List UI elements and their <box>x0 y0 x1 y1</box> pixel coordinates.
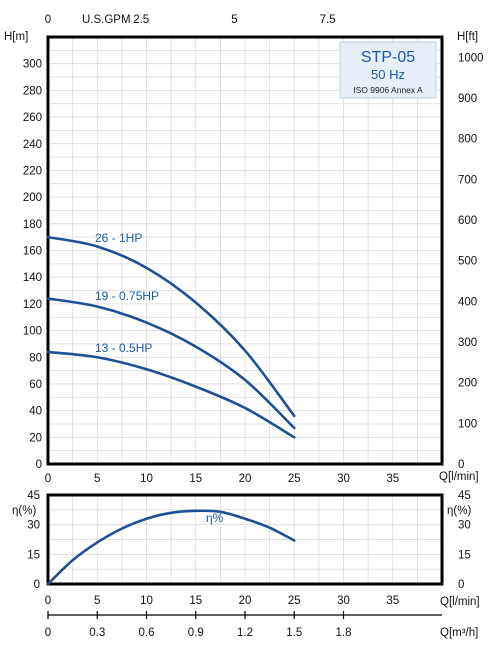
curve-label-19-075hp: 19 - 0.75HP <box>95 289 159 303</box>
eff-x-tick-label: 20 <box>239 595 252 607</box>
eff-x-tick-label: 15 <box>189 595 202 607</box>
head-m-tick-label: 280 <box>23 85 42 97</box>
tick-labels: 0 5 10 15 20 25 30 350 2.5 5 7.5020406080100120140… <box>23 14 484 639</box>
m3h-axis-label: Q[m³/h] <box>440 627 478 639</box>
head-ft-tick-label: 800 <box>458 134 477 146</box>
head-x-tick-label: 20 <box>239 473 252 485</box>
eff-x-tick-label: 5 <box>94 595 100 607</box>
head-m-tick-label: 20 <box>29 432 42 444</box>
eff-right-axis-label: η(%) <box>447 505 471 517</box>
eff-right-tick-label: 30 <box>458 520 471 532</box>
efficiency-curve-series-0 <box>46 509 296 586</box>
head-ft-axis-label: H[ft] <box>457 31 478 43</box>
head-ft-tick-label: 600 <box>458 215 477 227</box>
eff-right-tick-label: 45 <box>458 490 471 502</box>
head-x-tick-label: 15 <box>189 473 202 485</box>
gpm-tick-label: 5 <box>231 14 237 26</box>
head-ft-tick-label: 0 <box>458 459 464 471</box>
head-plot-frame <box>46 35 444 466</box>
head-curve-series-2 <box>46 350 296 439</box>
head-curves <box>46 235 296 439</box>
head-x-tick-label: 25 <box>288 473 301 485</box>
head-x-tick-label: 30 <box>337 473 350 485</box>
head-m-tick-label: 120 <box>23 299 42 311</box>
head-ft-tick-label: 100 <box>458 418 477 430</box>
efficiency-curve-label: η% <box>206 511 224 525</box>
gpm-axis-label: U.S.GPM <box>82 14 131 26</box>
m3h-tick-label: 0.6 <box>139 627 155 639</box>
eff-right-tick-label: 15 <box>458 549 471 561</box>
head-curve-series-0 <box>46 235 296 418</box>
eff-x-tick-label: 0 <box>45 595 51 607</box>
head-m-tick-label: 220 <box>23 165 42 177</box>
eff-left-axis-label: η(%) <box>12 505 36 517</box>
eff-left-tick-label: 0 <box>34 579 40 591</box>
efficiency-grid <box>47 494 443 585</box>
head-x-tick-label: 5 <box>94 473 100 485</box>
head-flow-axis-label: Q[l/min] <box>439 471 479 483</box>
frequency-label: 50 Hz <box>371 67 405 82</box>
eff-x-tick-label: 35 <box>386 595 399 607</box>
efficiency-plot-frame <box>46 493 444 586</box>
head-m-tick-label: 180 <box>23 219 42 231</box>
head-ft-tick-label: 1000 <box>458 52 484 64</box>
eff-x-tick-label: 25 <box>288 595 301 607</box>
head-m-tick-label: 0 <box>36 459 42 471</box>
m3h-tick-marks <box>47 611 345 619</box>
m3h-tick-label: 0 <box>45 627 51 639</box>
gpm-tick-label: 0 <box>45 14 51 26</box>
head-ft-tick-label: 900 <box>458 93 477 105</box>
eff-left-tick-label: 15 <box>27 549 40 561</box>
m3h-tick-label: 0.9 <box>188 627 204 639</box>
eff-right-tick-label: 0 <box>458 579 464 591</box>
head-m-tick-label: 200 <box>23 192 42 204</box>
head-m-tick-label: 140 <box>23 272 42 284</box>
eff-x-tick-label: 10 <box>140 595 153 607</box>
head-ft-tick-label: 200 <box>458 378 477 390</box>
eff-left-tick-label: 45 <box>27 490 40 502</box>
efficiency-curves <box>46 509 296 586</box>
m3h-tick-label: 1.8 <box>336 627 352 639</box>
head-ft-tick-label: 500 <box>458 256 477 268</box>
head-m-tick-label: 260 <box>23 112 42 124</box>
head-curve-series-1 <box>46 297 296 430</box>
head-m-tick-label: 80 <box>29 352 42 364</box>
m3h-tick-label: 0.3 <box>89 627 105 639</box>
m3h-tick-label: 1.2 <box>237 627 253 639</box>
eff-x-tick-label: 30 <box>337 595 350 607</box>
model-name: STP-05 <box>361 49 415 66</box>
head-x-tick-label: 35 <box>386 473 399 485</box>
head-ft-tick-label: 700 <box>458 174 477 186</box>
curve-label-26-1hp: 26 - 1HP <box>95 231 142 245</box>
standard-label: ISO 9906 Annex A <box>353 85 423 95</box>
head-x-tick-label: 0 <box>45 473 51 485</box>
model-info-box <box>339 41 437 99</box>
head-m-tick-label: 100 <box>23 326 42 338</box>
eff-left-tick-label: 30 <box>27 520 40 532</box>
head-m-tick-label: 160 <box>23 246 42 258</box>
head-x-tick-label: 10 <box>140 473 153 485</box>
head-m-tick-label: 240 <box>23 139 42 151</box>
head-m-tick-label: 300 <box>23 59 42 71</box>
eff-flow-axis-label: Q[l/min] <box>440 596 480 608</box>
gpm-tick-label: 2.5 <box>133 14 149 26</box>
head-ft-tick-label: 400 <box>458 296 477 308</box>
gpm-tick-label: 7.5 <box>320 14 336 26</box>
m3h-tick-label: 1.5 <box>286 627 302 639</box>
head-m-axis-label: H[m] <box>4 31 28 43</box>
curve-label-13-05hp: 13 - 0.5HP <box>95 341 152 355</box>
head-m-tick-label: 40 <box>29 406 42 418</box>
head-m-tick-label: 60 <box>29 379 42 391</box>
head-ft-tick-label: 300 <box>458 337 477 349</box>
